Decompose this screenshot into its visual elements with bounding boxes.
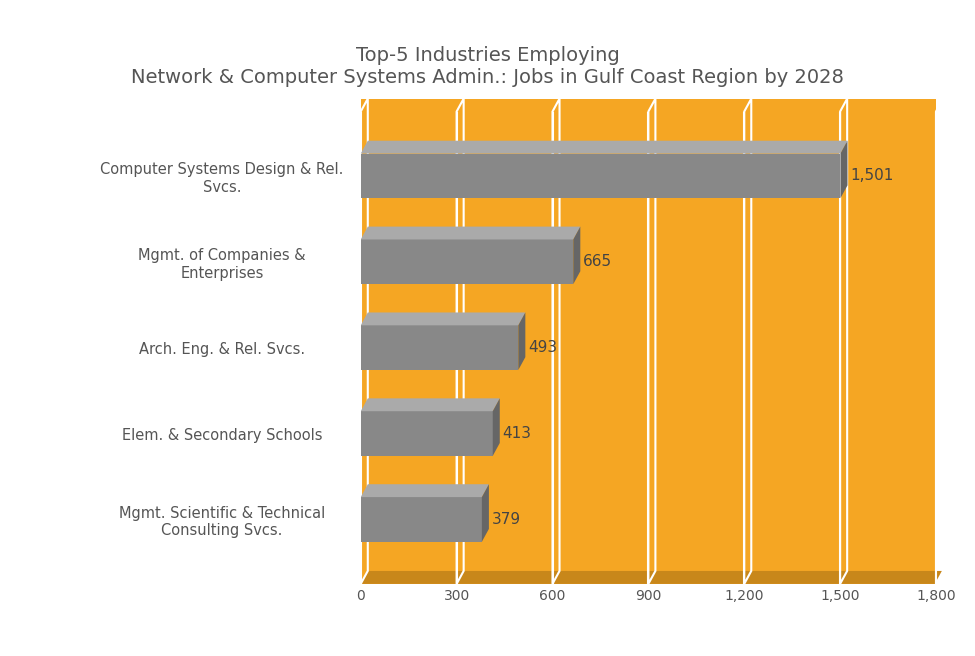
Polygon shape	[361, 484, 488, 497]
Text: 379: 379	[491, 512, 521, 527]
Text: 493: 493	[527, 340, 557, 355]
Polygon shape	[361, 312, 526, 325]
Polygon shape	[361, 141, 847, 154]
Text: Top-5 Industries Employing
Network & Computer Systems Admin.: Jobs in Gulf Coast: Top-5 Industries Employing Network & Com…	[131, 46, 844, 87]
Polygon shape	[361, 571, 943, 584]
Text: 665: 665	[583, 255, 612, 270]
Text: 1,501: 1,501	[850, 169, 893, 184]
Polygon shape	[519, 312, 526, 370]
Polygon shape	[361, 398, 500, 411]
Polygon shape	[361, 98, 936, 571]
Polygon shape	[840, 141, 847, 198]
Text: 413: 413	[502, 426, 531, 441]
Polygon shape	[361, 226, 580, 239]
Bar	[361, 154, 840, 198]
Polygon shape	[492, 398, 500, 456]
Polygon shape	[482, 484, 488, 542]
Bar	[361, 497, 482, 542]
Bar	[361, 239, 573, 284]
Bar	[361, 325, 519, 370]
Bar	[361, 411, 492, 456]
Polygon shape	[573, 226, 580, 284]
